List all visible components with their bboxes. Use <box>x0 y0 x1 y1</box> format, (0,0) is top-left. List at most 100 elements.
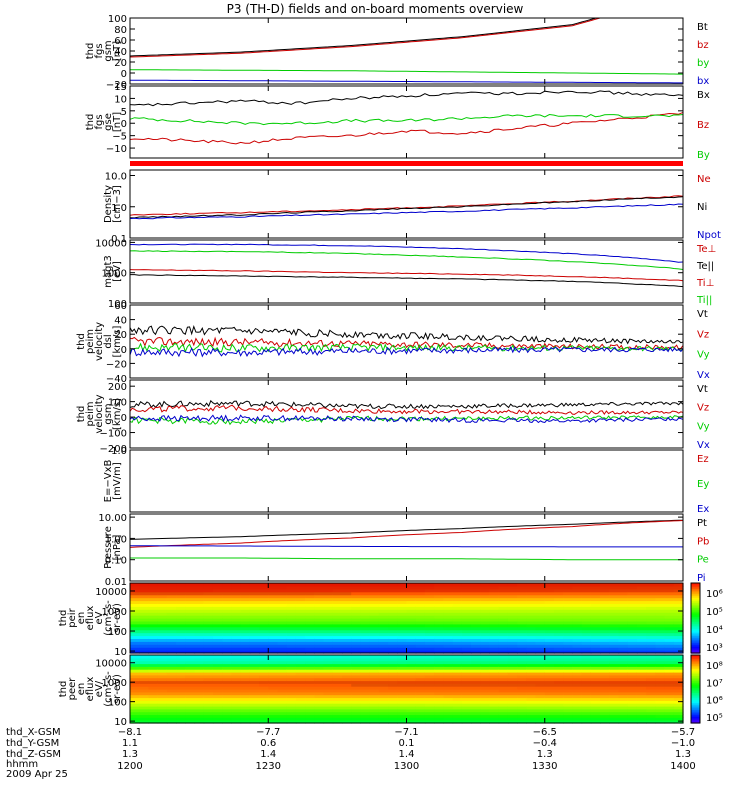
heatmap-cell <box>415 585 426 590</box>
heatmap-cell <box>655 706 666 710</box>
heatmap-cell <box>424 591 435 596</box>
heatmap-cell <box>277 663 288 667</box>
heatmap-cell <box>222 666 232 670</box>
heatmap-cell <box>526 609 537 613</box>
heatmap-cell <box>397 657 408 662</box>
heatmap-cell <box>655 606 666 610</box>
heatmap-cell <box>415 632 426 637</box>
heatmap-cell <box>563 697 573 701</box>
heatmap-cell <box>424 626 435 631</box>
heatmap-cell <box>406 612 417 616</box>
y-axis-label-line: peer <box>67 677 78 701</box>
heatmap-cell <box>471 663 481 667</box>
heatmap-cell <box>332 703 343 707</box>
heatmap-cell <box>563 663 573 667</box>
heatmap-cell <box>268 612 279 616</box>
heatmap-cell <box>609 585 620 590</box>
heatmap-cell <box>618 683 629 687</box>
heatmap-cell <box>231 647 242 651</box>
heatmap-cell <box>526 711 537 716</box>
heatmap-cell <box>673 585 684 590</box>
heatmap-cell <box>434 638 444 642</box>
colorbar-cell <box>691 699 700 702</box>
y-tick-label: 15 <box>114 82 127 93</box>
heatmap-cell <box>498 697 509 701</box>
heatmap-cell <box>443 669 454 673</box>
heatmap-cell <box>461 585 472 590</box>
heatmap-cell <box>415 680 426 684</box>
heatmap-cell <box>507 683 518 687</box>
heatmap-cell <box>185 629 196 634</box>
heatmap-cell <box>378 669 389 673</box>
heatmap-cell <box>157 708 168 713</box>
heatmap-cell <box>554 669 564 673</box>
series-line-blue <box>129 243 684 263</box>
heatmap-cell <box>517 691 527 696</box>
heatmap-cell <box>434 683 444 687</box>
heatmap-cell <box>157 706 168 710</box>
heatmap-cell <box>305 612 315 616</box>
heatmap-cell <box>305 689 315 693</box>
heatmap-cell <box>554 585 564 590</box>
heatmap-cell <box>664 647 675 651</box>
heatmap-cell <box>406 697 417 701</box>
heatmap-cell <box>526 700 537 704</box>
heatmap-cell <box>277 618 288 622</box>
heatmap-cell <box>434 663 444 667</box>
heatmap-cell <box>664 609 675 613</box>
heatmap-cell <box>166 650 177 654</box>
heatmap-cell <box>314 644 325 648</box>
y-axis-label-line: dsl <box>103 334 114 348</box>
heatmap-cell <box>461 655 472 659</box>
heatmap-cell <box>526 660 537 665</box>
heatmap-cell <box>388 606 398 610</box>
heatmap-cell <box>507 694 518 699</box>
heatmap-cell <box>554 660 564 665</box>
heatmap-cell <box>517 686 527 690</box>
heatmap-cell <box>554 591 564 596</box>
heatmap-cell <box>535 609 546 613</box>
heatmap-cell <box>194 672 205 676</box>
heatmap-cell <box>130 632 140 637</box>
heatmap-cell <box>295 597 306 602</box>
y-axis-label-line: peir <box>67 607 78 627</box>
colorbar-cell <box>691 619 700 623</box>
heatmap-cell <box>655 666 666 670</box>
heatmap-cell <box>176 647 186 651</box>
heatmap-cell <box>480 666 490 670</box>
colorbar-cell <box>691 719 700 722</box>
heatmap-cell <box>480 663 490 667</box>
heatmap-cell <box>231 700 242 704</box>
heatmap-cell <box>139 609 149 613</box>
heatmap-cell <box>249 720 260 724</box>
y-tick-label: 1000 <box>102 678 127 689</box>
heatmap-cell <box>323 711 334 716</box>
heatmap-cell <box>360 606 371 610</box>
heatmap-cell <box>443 666 454 670</box>
heatmap-cell <box>286 641 297 645</box>
heatmap-cell <box>139 655 149 659</box>
heatmap-cell <box>535 620 546 625</box>
heatmap-cell <box>259 691 269 696</box>
heatmap-cell <box>378 714 389 718</box>
heatmap-cell <box>636 689 647 693</box>
heatmap-cell <box>424 606 435 610</box>
heatmap-cell <box>406 714 417 718</box>
colorbar-cell <box>691 621 700 624</box>
heatmap-cell <box>590 686 601 690</box>
heatmap-cell <box>342 677 352 682</box>
heatmap-cell <box>342 680 352 684</box>
heatmap-cell <box>618 697 629 701</box>
heatmap-cell <box>212 680 223 684</box>
heatmap-cell <box>295 660 306 665</box>
heatmap-cell <box>277 694 288 699</box>
heatmap-cell <box>332 641 343 645</box>
heatmap-cell <box>590 609 601 613</box>
y-tick-label: 100 <box>108 398 127 409</box>
heatmap-cell <box>507 588 518 593</box>
heatmap-cell <box>130 703 140 707</box>
heatmap-cell <box>517 683 527 687</box>
heatmap-cell <box>655 615 666 619</box>
heatmap-cell <box>406 657 417 662</box>
heatmap-cell <box>507 663 518 667</box>
